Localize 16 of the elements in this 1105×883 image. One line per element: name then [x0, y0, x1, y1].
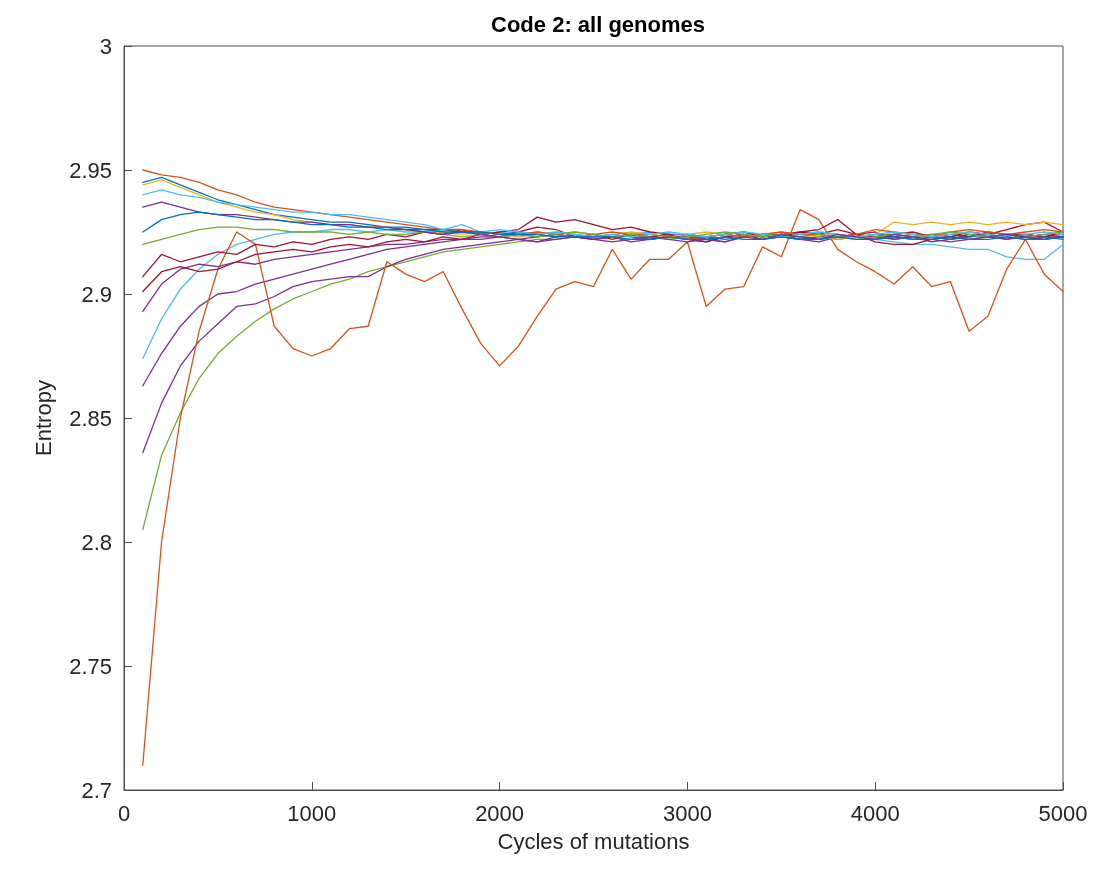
- y-tick-label: 3: [99, 33, 112, 59]
- y-axis-title: Entropy: [30, 380, 56, 456]
- y-tick-label: 2.9: [81, 281, 112, 307]
- y-tick-label: 2.85: [69, 405, 112, 431]
- chart-title: Code 2: all genomes: [491, 11, 705, 37]
- y-tick-label: 2.7: [81, 777, 112, 803]
- x-tick-label: 3000: [662, 800, 712, 826]
- y-tick-label: 2.75: [69, 653, 112, 679]
- y-tick-label: 2.8: [81, 529, 112, 555]
- x-tick-label: 4000: [850, 800, 900, 826]
- y-tick-label: 2.95: [69, 157, 112, 183]
- x-axis-title: Cycles of mutations: [497, 828, 690, 854]
- x-tick-label: 0: [117, 800, 131, 826]
- x-tick-label: 2000: [475, 800, 525, 826]
- x-tick-label: 1000: [287, 800, 337, 826]
- x-tick-label: 5000: [1038, 800, 1088, 826]
